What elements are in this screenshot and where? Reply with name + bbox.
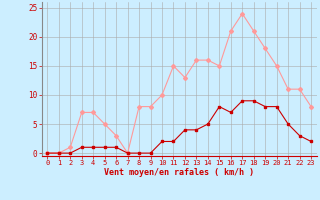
X-axis label: Vent moyen/en rafales ( km/h ): Vent moyen/en rafales ( km/h ): [104, 168, 254, 177]
